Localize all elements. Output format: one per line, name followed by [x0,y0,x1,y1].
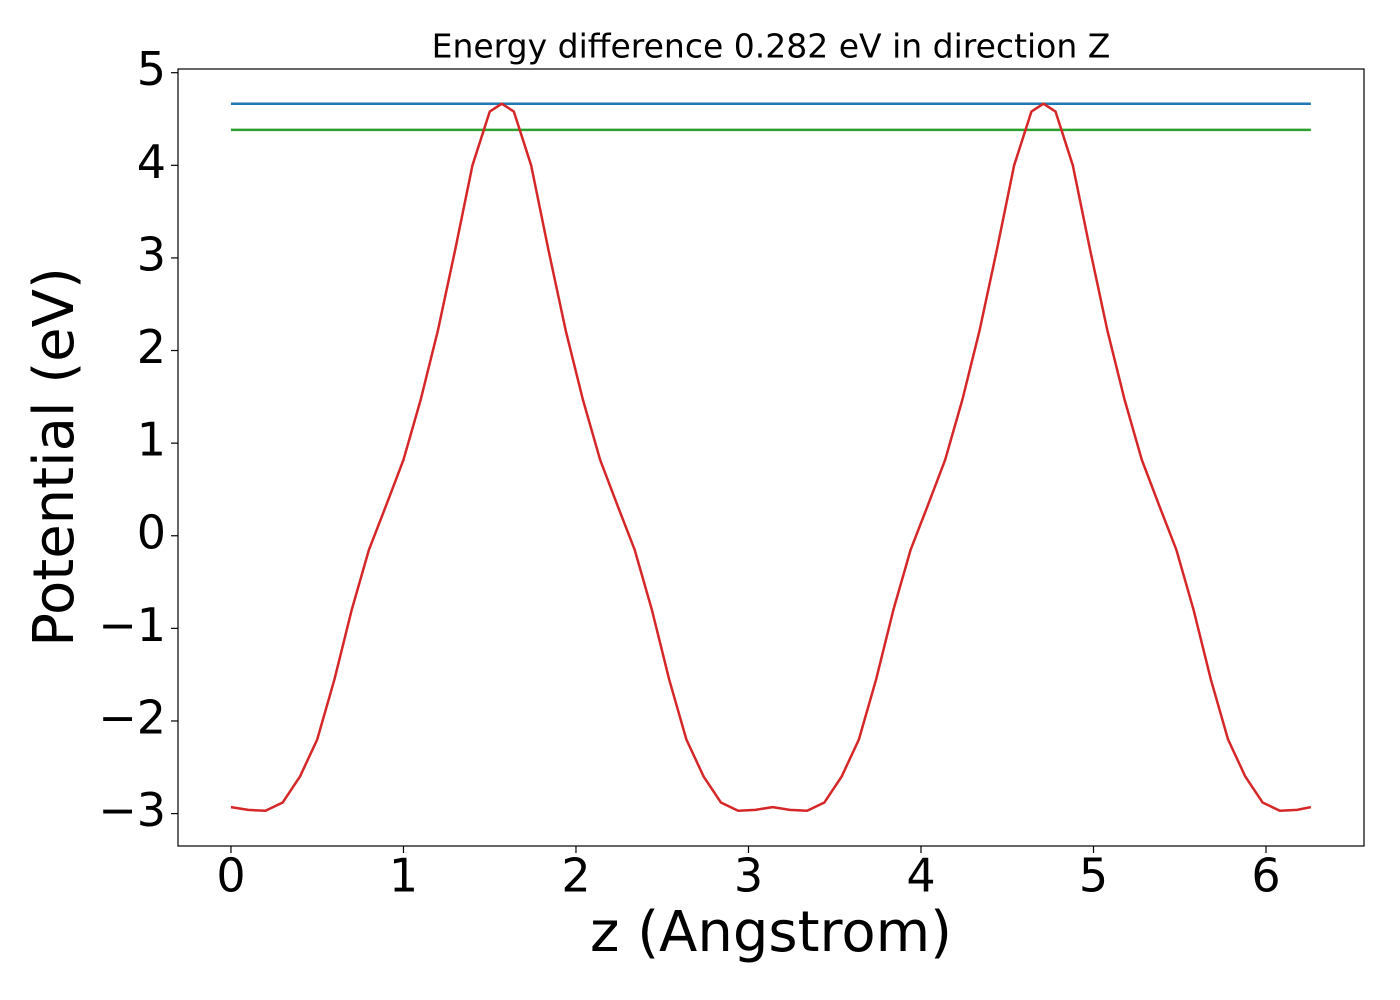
x-tick-label: 1 [389,849,418,903]
y-tick-label: 2 [137,320,166,374]
y-tick-label: 4 [137,135,166,189]
x-tick-label: 0 [216,849,245,903]
x-tick-label: 2 [561,849,590,903]
x-axis-label: z (Angstrom) [590,900,952,965]
x-tick-label: 5 [1079,849,1108,903]
y-tick-label: 1 [137,413,166,467]
x-tick-label: 4 [906,849,935,903]
chart-title: Energy difference 0.282 eV in direction … [432,27,1111,66]
y-tick-label: 5 [137,42,166,96]
y-tick-label: −2 [98,690,166,744]
series-line [230,102,1312,813]
y-tick-label: 0 [137,505,166,559]
plot-frame [177,68,1365,847]
x-tick-label: 6 [1251,849,1280,903]
y-tick-label: 3 [137,227,166,281]
y-axis-label: Potential (eV) [22,267,87,647]
y-tick-label: −1 [98,598,166,652]
x-tick-label: 3 [734,849,763,903]
y-tick-label: −3 [98,783,166,837]
